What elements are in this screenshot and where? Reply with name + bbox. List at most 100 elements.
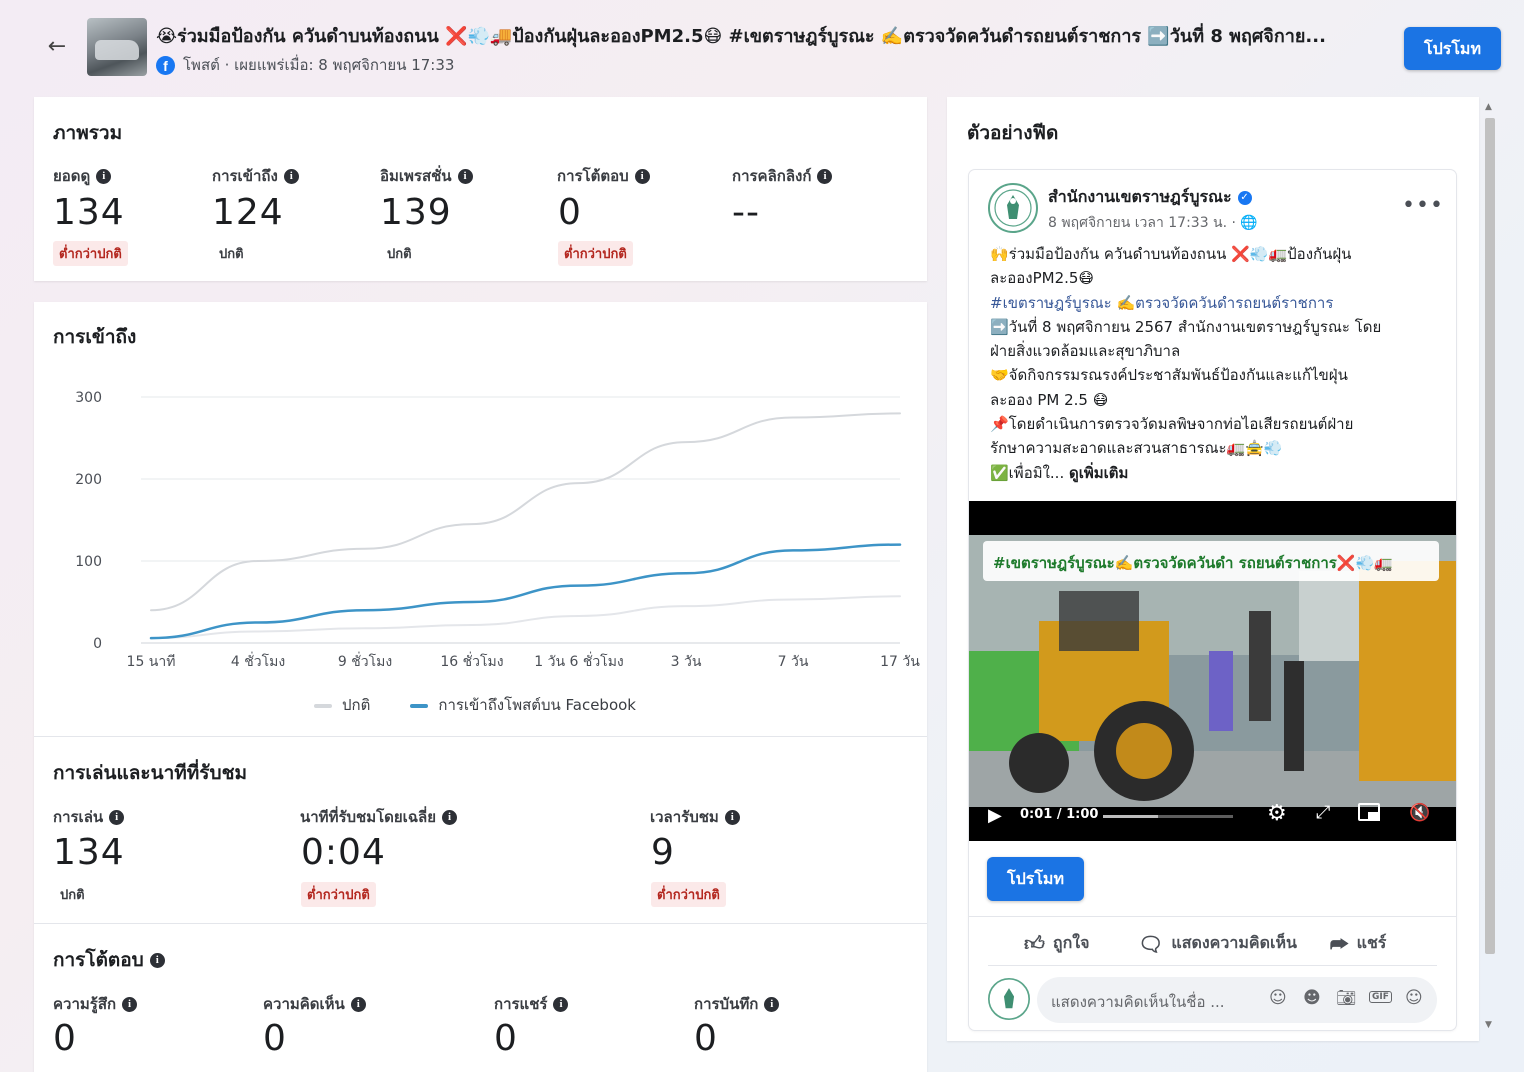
post-text-line: 📌โดยดำเนินการตรวจวัดมลพิษจากท่อไอเสียรถย… (990, 415, 1354, 434)
video-controls: ▶ 0:01 / 1:00 ⚙ ⤢ 🔇 (969, 797, 1456, 833)
metric-label: การแชร์ (494, 995, 548, 1013)
info-icon[interactable]: i (764, 996, 780, 1012)
y-tick-label: 100 (75, 554, 102, 570)
series-line-normal-band[interactable] (150, 412, 901, 612)
emoji-icon[interactable]: ☻ (1303, 988, 1321, 1008)
scrollbar[interactable]: ▲ ▼ (1483, 102, 1497, 1034)
mute-icon[interactable]: 🔇 (1409, 803, 1431, 823)
y-tick-label: 300 (75, 390, 102, 406)
info-icon[interactable]: i (283, 168, 299, 184)
feed-preview-title: ตัวอย่างฟีด (967, 122, 1059, 144)
info-icon[interactable]: i (149, 952, 165, 968)
metric-label: การบันทึก (694, 995, 759, 1013)
legend-item-reach[interactable]: การเข้าถึงโพสต์บน Facebook (410, 693, 636, 717)
page-avatar[interactable] (988, 183, 1038, 233)
post-meta: โพสต์ · เผยแพร่เมื่อ: 8 พฤศจิกายน 17:33 (183, 56, 455, 74)
post-text-line[interactable]: #เขตราษฎร์บูรณะ ✍️ตรวจวัดควันดำรถยนต์ราช… (990, 293, 1334, 312)
post-text-line: 🤝จัดกิจกรรมรณรงค์ประชาสัมพันธ์ป้องกันและ… (990, 366, 1348, 385)
legend-item-normal[interactable]: ปกติ (314, 693, 370, 717)
facebook-icon: f (156, 55, 175, 75)
camera-icon[interactable]: 📷︎ (1336, 988, 1357, 1007)
like-button[interactable]: 👍︎ ถูกใจ (1024, 931, 1090, 955)
avatar-sticker-icon[interactable]: ☺ (1405, 988, 1423, 1008)
page-name[interactable]: สำนักงานเขตราษฎร์บูรณะ ✓ (1048, 185, 1252, 210)
x-tick-label: 1 วัน 6 ชั่วโมง (534, 652, 624, 670)
more-options-icon[interactable]: ••• (1402, 193, 1444, 218)
video-time: 0:01 / 1:00 (1020, 807, 1099, 822)
x-tick-label: 4 ชั่วโมง (231, 652, 285, 670)
share-button[interactable]: ⮫ แชร์ (1330, 931, 1387, 956)
legend-swatch (314, 703, 332, 708)
sticker-icon[interactable]: ☺ (1269, 988, 1287, 1008)
metric-label: ความคิดเห็น (263, 995, 345, 1013)
fullscreen-icon[interactable]: ⤢ (1316, 802, 1331, 823)
x-tick-label: 17 วัน (880, 654, 920, 670)
gif-icon[interactable]: GIF (1369, 991, 1392, 1003)
metric-label: นาทีที่รับชมโดยเฉลี่ย (300, 808, 437, 826)
metric-value: 124 (212, 192, 284, 233)
chart-legend: ปกติ การเข้าถึงโพสต์บน Facebook (314, 693, 636, 717)
info-icon[interactable]: i (457, 168, 473, 184)
play-icon[interactable]: ▶ (988, 805, 1002, 826)
x-tick-label: 3 วัน (671, 654, 702, 670)
comment-icon: 🗨︎ (1138, 931, 1164, 956)
post-header: ← 😭ร่วมมือป้องกัน ควันดำบนท้องถนน ❌💨🚚ป้อ… (0, 0, 1524, 96)
info-icon[interactable]: i (553, 996, 569, 1012)
commenter-avatar[interactable] (988, 978, 1030, 1020)
divider (34, 923, 927, 924)
pip-icon[interactable] (1358, 803, 1380, 821)
metric-value: 0 (494, 1018, 518, 1059)
video-player[interactable]: #เขตราษฎร์บูรณะ✍️ตรวจวัดควันดำ รถยนต์ราช… (969, 501, 1456, 841)
see-more-link[interactable]: ดูเพิ่มเติม (1069, 463, 1129, 482)
scrollbar-thumb[interactable] (1485, 118, 1495, 954)
post-text-line: ละอองPM2.5😷 (990, 269, 1095, 288)
metric-value: -- (732, 192, 760, 233)
info-icon[interactable]: i (109, 809, 125, 825)
post-text-line: ➡️วันที่ 8 พฤศจิกายน 2567 สำนักงานเขตราษ… (990, 317, 1382, 336)
post-text-line: รักษาความสะอาดและสวนสาธารณะ🚛🚖💨 (990, 439, 1283, 458)
post-text: 🙌ร่วมมือป้องกัน ควันดำบนท้องถนน ❌💨🚛ป้องก… (990, 242, 1445, 485)
info-icon[interactable]: i (122, 996, 138, 1012)
info-icon[interactable]: i (817, 168, 833, 184)
info-icon[interactable]: i (350, 996, 366, 1012)
metric-label: อิมเพรสชั่น (380, 167, 452, 185)
playback-title: การเล่นและนาทีที่รับชม (53, 762, 247, 784)
back-arrow-icon[interactable]: ← (47, 34, 67, 59)
reach-title: การเข้าถึง (53, 326, 137, 348)
y-tick-label: 200 (75, 472, 102, 488)
y-tick-label: 0 (93, 636, 102, 652)
series-line-normal-band[interactable] (150, 595, 901, 640)
settings-icon[interactable]: ⚙ (1267, 801, 1287, 826)
metric-value: 0 (263, 1018, 287, 1059)
scroll-down-arrow-icon[interactable]: ▼ (1485, 1020, 1492, 1030)
series-line-reach[interactable] (149, 543, 902, 640)
engagement-title: การโต้ตอบ i (53, 945, 165, 975)
status-badge: ปกติ (60, 888, 85, 903)
info-icon[interactable]: i (442, 809, 458, 825)
share-icon: ⮫ (1330, 931, 1349, 956)
info-icon[interactable]: i (96, 168, 112, 184)
feed-promote-button[interactable]: โปรโมท (987, 857, 1084, 901)
post-subtitle: f โพสต์ · เผยแพร่เมื่อ: 8 พฤศจิกายน 17:3… (156, 53, 454, 77)
x-tick-label: 9 ชั่วโมง (338, 652, 392, 670)
metric-label: ความรู้สึก (53, 995, 117, 1013)
comment-input[interactable]: แสดงความคิดเห็นในชื่อ ... ☺ ☻ 📷︎ GIF ☺ (1037, 977, 1437, 1023)
metric-label: การเข้าถึง (212, 167, 278, 185)
overview-title: ภาพรวม (53, 122, 123, 144)
metric-label: เวลารับชม (650, 808, 719, 826)
metric-value: 134 (53, 192, 125, 233)
metric-value: 134 (53, 832, 125, 873)
info-icon[interactable]: i (634, 168, 650, 184)
comment-button[interactable]: 🗨︎ แสดงความคิดเห็น (1138, 931, 1297, 956)
info-icon[interactable]: i (724, 809, 740, 825)
post-text-line: 🙌ร่วมมือป้องกัน ควันดำบนท้องถนน ❌💨🚛ป้องก… (990, 245, 1352, 263)
metric-value: 0:04 (301, 832, 386, 873)
promote-button[interactable]: โปรโมท (1404, 27, 1501, 70)
post-time[interactable]: 8 พฤศจิกายน เวลา 17:33 น. · 🌐 (1048, 215, 1258, 231)
metric-label: การเล่น (53, 808, 104, 826)
scroll-up-arrow-icon[interactable]: ▲ (1485, 102, 1492, 112)
metric-value: 139 (380, 192, 452, 233)
video-progress-bar[interactable] (1103, 815, 1233, 818)
thumbs-up-icon: 👍︎ (1024, 931, 1045, 955)
divider (988, 965, 1437, 966)
